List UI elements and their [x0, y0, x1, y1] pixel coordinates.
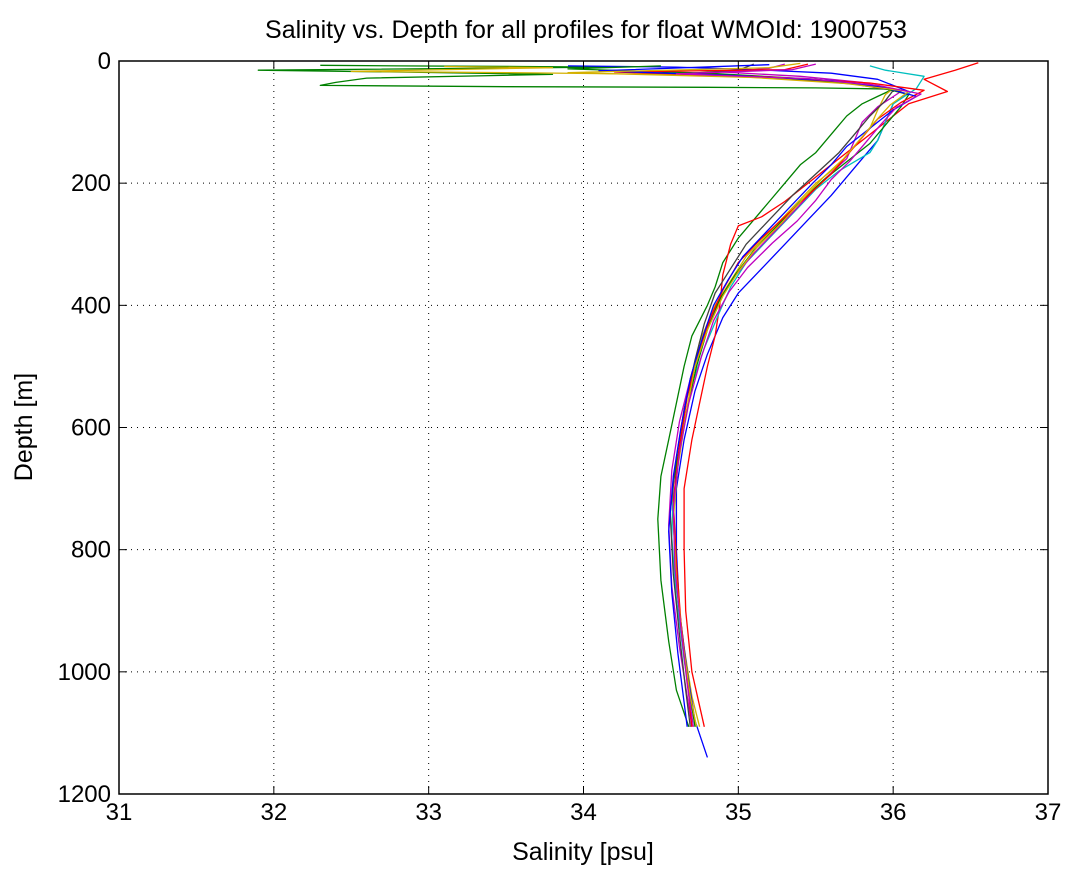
y-tick-label: 200: [71, 170, 111, 197]
y-axis-label: Depth [m]: [10, 373, 38, 481]
x-tick-label: 37: [1035, 799, 1062, 826]
x-axis-label: Salinity [psu]: [512, 838, 654, 866]
x-tick-label: 36: [880, 799, 907, 826]
profile-line-1: [257, 64, 894, 728]
profile-line-3: [567, 65, 910, 758]
y-tick-label: 800: [71, 537, 111, 564]
x-tick-label: 35: [725, 799, 752, 826]
y-tick-label: 400: [71, 292, 111, 319]
grid: [119, 61, 1048, 794]
profile-line-9: [613, 63, 925, 727]
x-tick-label: 31: [106, 799, 133, 826]
y-tick-label: 1000: [58, 659, 111, 686]
x-tick-label: 34: [570, 799, 597, 826]
profile-line-4: [683, 62, 979, 727]
x-tick-label: 32: [260, 799, 287, 826]
x-tick-label: 33: [415, 799, 442, 826]
chart-title: Salinity vs. Depth for all profiles for …: [265, 16, 907, 44]
ticks: 31 32 33 34 35 36 37 0 200 400 600 800 1000 1200: [58, 48, 1062, 826]
profile-line-12: [672, 63, 922, 727]
y-tick-label: 600: [71, 415, 111, 442]
y-tick-label: 0: [98, 48, 111, 75]
y-tick-label: 1200: [58, 781, 111, 808]
series-group: [257, 62, 979, 758]
